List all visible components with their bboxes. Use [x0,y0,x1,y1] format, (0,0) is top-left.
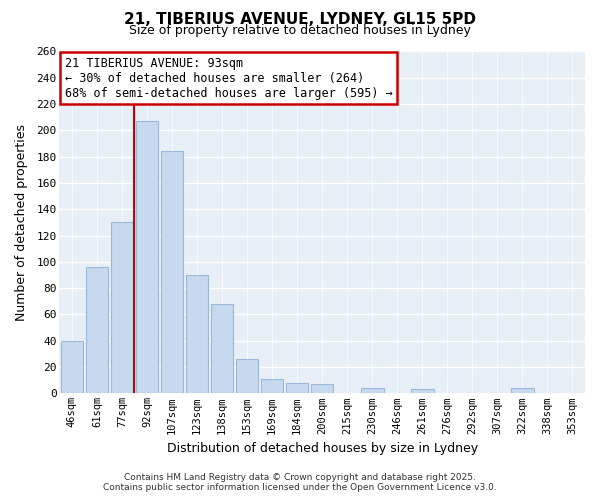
Bar [211,304,233,394]
Bar [361,388,383,394]
Bar [511,388,533,394]
Bar [136,121,158,394]
X-axis label: Distribution of detached houses by size in Lydney: Distribution of detached houses by size … [167,442,478,455]
Text: 21, TIBERIUS AVENUE, LYDNEY, GL15 5PD: 21, TIBERIUS AVENUE, LYDNEY, GL15 5PD [124,12,476,28]
Text: Contains HM Land Registry data © Crown copyright and database right 2025.
Contai: Contains HM Land Registry data © Crown c… [103,473,497,492]
Bar [61,341,83,394]
Bar [311,384,334,394]
Bar [236,359,259,394]
Bar [86,267,108,394]
Bar [161,152,183,394]
Bar [286,383,308,394]
Bar [110,222,133,394]
Bar [411,390,434,394]
Text: Size of property relative to detached houses in Lydney: Size of property relative to detached ho… [129,24,471,37]
Text: 21 TIBERIUS AVENUE: 93sqm
← 30% of detached houses are smaller (264)
68% of semi: 21 TIBERIUS AVENUE: 93sqm ← 30% of detac… [65,56,392,100]
Y-axis label: Number of detached properties: Number of detached properties [15,124,28,321]
Bar [186,275,208,394]
Bar [261,379,283,394]
